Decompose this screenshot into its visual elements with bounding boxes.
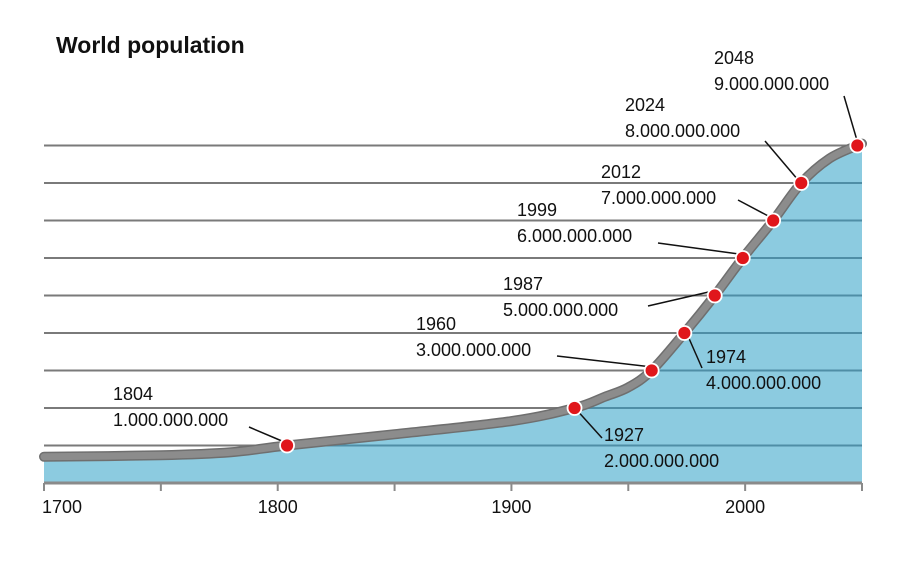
milestone-year-label: 2024: [625, 95, 665, 115]
leader-line: [647, 290, 711, 307]
milestone-point: [279, 437, 295, 454]
milestone-value-label: 6.000.000.000: [517, 226, 632, 246]
x-tick-label: 2000: [725, 497, 765, 517]
milestone-point: [849, 137, 866, 154]
milestone-value-label: 2.000.000.000: [604, 451, 719, 471]
milestone-year-label: 2012: [601, 162, 641, 182]
milestone-year-label: 2048: [714, 48, 754, 68]
leader-line: [556, 355, 648, 368]
milestone-value-label: 5.000.000.000: [503, 300, 618, 320]
milestone-point: [765, 212, 782, 229]
chart-title: World population: [56, 32, 245, 58]
leader-line: [764, 140, 798, 180]
milestone-value-label: 7.000.000.000: [601, 188, 716, 208]
milestone-point: [793, 175, 810, 191]
milestone-year-label: 1960: [416, 314, 456, 334]
x-axis: 1700 1800 1900 2000: [42, 481, 863, 517]
milestone-value-label: 3.000.000.000: [416, 340, 531, 360]
leader-line: [843, 95, 859, 142]
milestone-value-label: 1.000.000.000: [113, 410, 228, 430]
gridlines-outside: [44, 144, 862, 447]
population-area: [44, 143, 862, 483]
milestone-points: [279, 137, 866, 454]
milestone-value-label: 4.000.000.000: [706, 373, 821, 393]
milestone-year-label: 1974: [706, 347, 746, 367]
leader-line: [687, 336, 703, 369]
leader-line: [737, 199, 770, 218]
milestone-year-label: 1999: [517, 200, 557, 220]
milestone-value-label: 9.000.000.000: [714, 74, 829, 94]
milestone-point: [734, 250, 751, 266]
milestone-point: [676, 325, 693, 341]
leader-line: [577, 411, 603, 439]
annotation-leaders: [248, 95, 859, 443]
milestone-labels: 1804 1.000.000.000 1927 2.000.000.000 1960 3.…: [113, 48, 829, 471]
milestone-point: [706, 287, 723, 304]
milestone-point: [643, 362, 660, 379]
x-tick-label: 1800: [258, 497, 298, 517]
leader-line: [248, 426, 284, 443]
milestone-point: [566, 400, 583, 416]
milestone-year-label: 1987: [503, 274, 543, 294]
milestone-year-label: 1804: [113, 384, 153, 404]
x-tick-label: 1700: [42, 497, 82, 517]
milestone-value-label: 8.000.000.000: [625, 121, 740, 141]
x-tick-label: 1900: [491, 497, 531, 517]
milestone-year-label: 1927: [604, 425, 644, 445]
leader-line: [657, 242, 739, 255]
